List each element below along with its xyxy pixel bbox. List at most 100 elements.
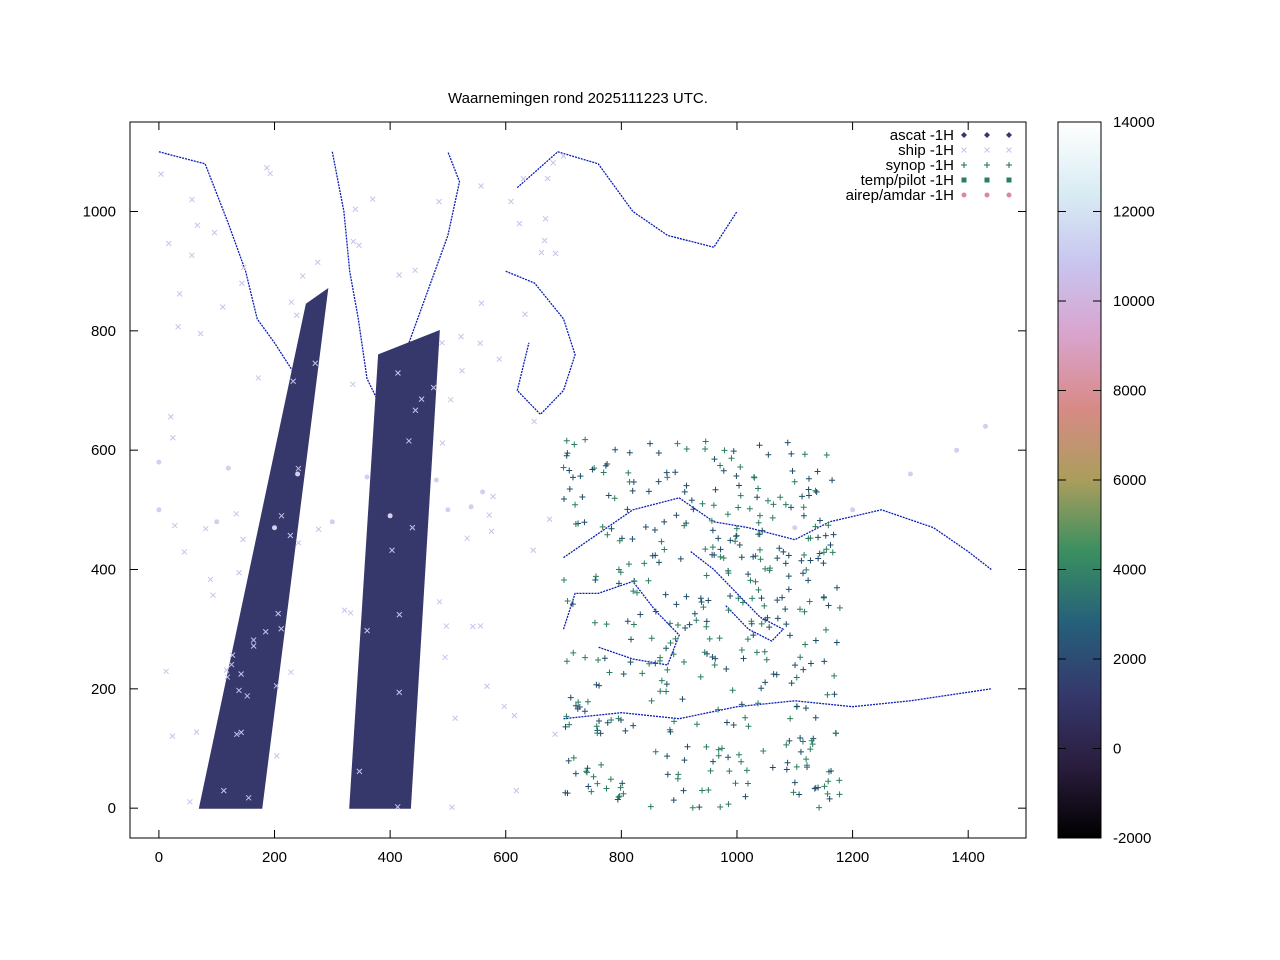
ship-point <box>255 375 262 381</box>
synop-point <box>679 696 686 703</box>
synop-point <box>645 488 652 495</box>
coastline <box>516 151 738 249</box>
colorbar-tick-label: 10000 <box>1113 293 1155 310</box>
synop-point <box>703 743 710 750</box>
ship-point <box>193 729 200 735</box>
synop-point <box>630 621 637 628</box>
synop-point <box>717 553 724 560</box>
synop-point <box>803 756 810 763</box>
synop-point <box>655 449 662 456</box>
ship-point <box>395 370 401 376</box>
chart-title: Waarnemingen rond 2025111223 UTC. <box>448 90 708 107</box>
synop-point <box>764 497 771 504</box>
airep-point <box>364 474 370 480</box>
synop-point <box>748 618 755 625</box>
synop-point <box>648 635 655 642</box>
synop-point <box>567 694 574 701</box>
synop-point <box>833 730 840 737</box>
synop-point <box>727 537 734 544</box>
synop-point <box>724 511 731 518</box>
ascat-swath <box>349 330 440 809</box>
ship-point <box>315 526 322 533</box>
synop-point <box>592 577 599 584</box>
ship-point <box>171 522 178 529</box>
synop-point <box>715 535 722 542</box>
legend-marker <box>1006 147 1012 153</box>
synop-point <box>742 793 749 800</box>
x-tick-label: 600 <box>493 849 518 866</box>
synop-point <box>581 708 588 715</box>
synop-point <box>793 763 800 770</box>
synop-point <box>688 497 695 504</box>
y-axis: 0 200 400 600 800 1000 <box>83 204 1026 817</box>
colorbar-tick-label: 6000 <box>1113 472 1146 489</box>
legend-label: ascat -1H <box>890 127 954 144</box>
synop-point <box>755 700 762 707</box>
synop-point <box>776 545 783 552</box>
ship-point <box>175 323 181 330</box>
synop-point <box>802 705 809 712</box>
synop-point <box>814 468 821 475</box>
synop-point <box>825 522 832 529</box>
synop-point <box>670 651 677 658</box>
ship-point <box>278 512 285 519</box>
colorbar-tick-label: 14000 <box>1113 114 1155 131</box>
synop-point <box>733 533 739 540</box>
synop-point <box>783 621 790 628</box>
ship-point <box>477 623 484 629</box>
synop-point <box>726 768 733 775</box>
y-tick-label: 600 <box>91 442 116 459</box>
synop-point <box>628 636 635 643</box>
synop-point <box>563 437 570 444</box>
synop-point <box>783 741 790 748</box>
synop-point <box>824 790 831 797</box>
ship-point <box>436 598 443 605</box>
synop-point <box>749 595 756 602</box>
colorbar-tick-label: 2000 <box>1113 651 1146 668</box>
coastline <box>563 688 992 720</box>
ship-point <box>244 693 251 699</box>
airep-point <box>983 423 988 429</box>
synop-point <box>800 504 807 511</box>
synop-point <box>581 519 588 526</box>
synop-point <box>683 446 690 453</box>
synop-point <box>785 586 792 593</box>
synop-point <box>641 560 648 567</box>
synop-point <box>642 524 649 531</box>
synop-point <box>756 531 763 538</box>
synop-point <box>572 702 579 709</box>
synop-point <box>791 478 798 485</box>
synop-point <box>661 546 668 553</box>
synop-point <box>733 525 740 532</box>
ship-point <box>273 753 280 759</box>
ship-point <box>236 687 242 694</box>
synop-point <box>657 688 664 695</box>
synop-point <box>833 639 840 646</box>
synop-point <box>750 553 757 560</box>
synop-point <box>656 657 663 664</box>
synop-point <box>717 546 724 553</box>
synop-point <box>667 728 674 735</box>
airep-point <box>156 459 162 465</box>
synop-point <box>686 621 693 628</box>
synop-point <box>697 595 704 602</box>
synop-point <box>755 519 762 526</box>
synop-point <box>673 601 680 608</box>
synop-point <box>807 746 814 753</box>
synop-point <box>787 715 794 722</box>
synop-point <box>733 532 740 539</box>
synop-point <box>836 777 843 784</box>
synop-point <box>760 747 767 754</box>
ship-point <box>197 330 204 337</box>
synop-point <box>732 780 739 787</box>
ship-point <box>273 682 280 689</box>
synop-point <box>782 606 789 613</box>
synop-point <box>709 544 716 551</box>
ship-point <box>210 592 216 599</box>
synop-point <box>680 787 687 794</box>
synop-point <box>743 767 750 774</box>
synop-point <box>738 554 745 561</box>
synop-point <box>821 658 828 665</box>
synop-point <box>616 793 623 800</box>
synop-point <box>757 556 764 563</box>
